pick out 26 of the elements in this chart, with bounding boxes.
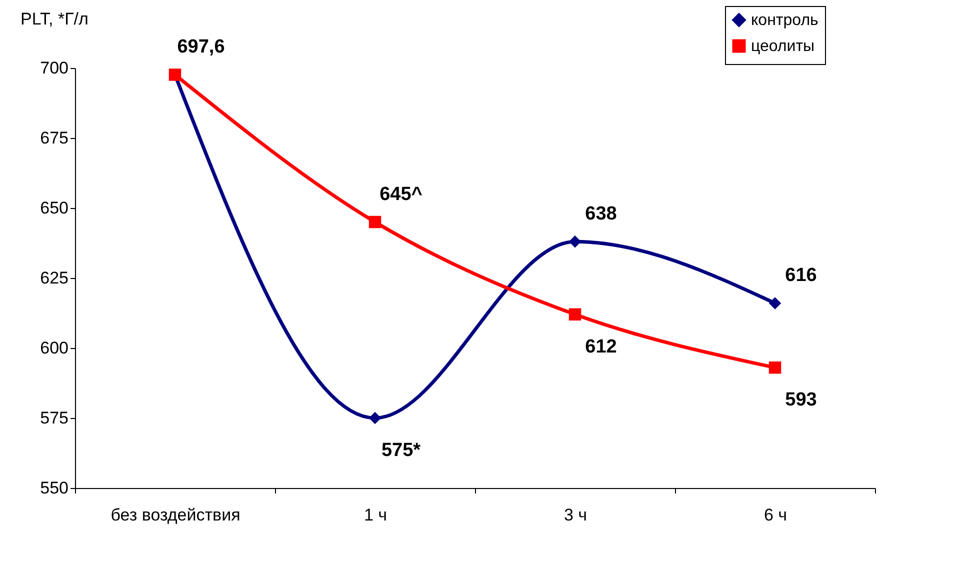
point bbox=[568, 308, 582, 321]
point bbox=[768, 297, 782, 310]
y-tick-label: 575 bbox=[40, 408, 68, 428]
data-label: 612 bbox=[585, 336, 617, 358]
x-tick-label: 6 ч bbox=[764, 506, 788, 524]
x-tick-label: без воздействия bbox=[110, 506, 240, 524]
data-label: 593 bbox=[785, 390, 817, 411]
data-label: 616 bbox=[785, 265, 817, 286]
data-label: 645^ bbox=[380, 184, 422, 205]
point bbox=[368, 412, 382, 424]
x-tick-label: 3 ч bbox=[564, 506, 588, 524]
data-label: 575* bbox=[381, 440, 422, 461]
y-tick-label: 700 bbox=[40, 58, 68, 78]
point bbox=[368, 216, 382, 228]
y-axis-title: PLT, *Г/л bbox=[20, 10, 88, 28]
legend-label: контроль bbox=[751, 12, 818, 29]
data-label: 638 bbox=[585, 204, 617, 225]
data-label: 697,6 bbox=[177, 36, 225, 58]
x-tick-label: 1 ч bbox=[364, 506, 388, 524]
y-tick-label: 600 bbox=[40, 338, 68, 358]
point bbox=[768, 361, 782, 374]
y-tick-label: 625 bbox=[40, 268, 68, 288]
y-tick-label: 650 bbox=[40, 198, 68, 218]
legend-label: цеолиты bbox=[751, 38, 815, 55]
y-tick-label: 675 bbox=[40, 128, 68, 148]
y-tick-label: 550 bbox=[40, 478, 68, 498]
